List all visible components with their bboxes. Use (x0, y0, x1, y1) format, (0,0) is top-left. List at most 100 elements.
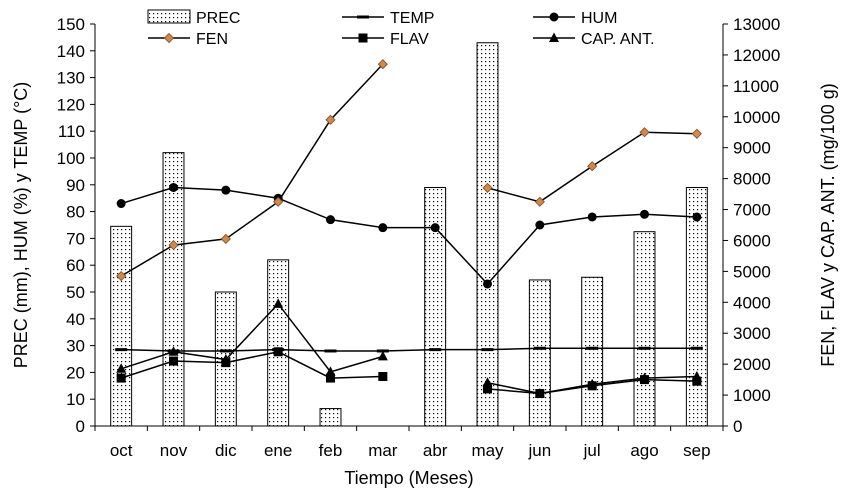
point-fen (325, 114, 336, 125)
point-temp (586, 346, 599, 350)
point-temp (324, 349, 337, 353)
legend-label: FLAV (390, 31, 429, 48)
point-temp (690, 346, 703, 350)
point-cap-ant (168, 346, 179, 356)
left-axis-title: PREC (mm), HUM (%) y TEMP (°C) (11, 82, 31, 369)
x-tick-label: ago (630, 441, 658, 460)
x-tick-label: jul (583, 441, 601, 460)
legend-marker (163, 32, 175, 44)
point-hum (640, 209, 649, 219)
left-tick-label: 120 (57, 95, 85, 114)
left-tick-label: 130 (57, 69, 85, 88)
left-tick-label: 50 (66, 283, 85, 302)
legend-item-flav: FLAV (342, 31, 429, 48)
point-hum (692, 212, 702, 222)
x-tick-label: may (471, 441, 504, 460)
legend-label: FEN (196, 31, 228, 48)
bar-prec (476, 42, 499, 427)
right-tick-label: 7000 (733, 201, 771, 220)
point-cap-ant (639, 372, 650, 383)
point-hum (587, 212, 597, 222)
legend-label: HUM (581, 10, 617, 27)
point-fen (273, 196, 284, 207)
point-cap-ant (377, 350, 388, 361)
right-tick-label: 6000 (733, 231, 771, 250)
point-temp (429, 348, 442, 352)
point-hum (169, 182, 178, 192)
legend-marker (549, 32, 559, 42)
legend-item-prec: PREC (147, 9, 240, 27)
right-tick-label: 4000 (733, 293, 771, 312)
right-tick-label: 2000 (733, 355, 771, 374)
point-hum (483, 279, 492, 289)
bar-prec (528, 279, 551, 427)
x-tick-label: sep (683, 441, 710, 460)
point-temp (638, 346, 651, 350)
point-cap-ant (482, 377, 493, 387)
point-hum (221, 185, 231, 195)
line-fen (120, 63, 384, 277)
x-tick-label: oct (110, 441, 133, 460)
legend-label: CAP. ANT. (581, 31, 655, 48)
left-axis-ticks: 0 10 20 30 40 50 60 70 80 90 100 110 120 130 140 150 (57, 15, 95, 436)
x-tick-label: mar (368, 441, 398, 460)
legend-marker (549, 12, 559, 22)
left-tick-label: 110 (58, 122, 85, 141)
left-tick-label: 60 (66, 256, 85, 275)
left-tick-label: 20 (66, 363, 85, 382)
point-fen (220, 233, 231, 244)
legend: PREC TEMP HUM FEN FLAV CAP. ANT. (147, 9, 655, 48)
point-flav (273, 347, 283, 357)
x-tick-label: ene (264, 441, 292, 460)
point-hum (378, 223, 388, 233)
point-flav (116, 373, 126, 383)
legend-item-cap-ant: CAP. ANT. (533, 31, 655, 48)
bar-prec (581, 276, 604, 427)
point-cap-ant (691, 371, 702, 381)
point-flav (326, 373, 335, 383)
bar-prec (685, 186, 708, 427)
right-tick-label: 12000 (733, 46, 780, 65)
point-flav (378, 372, 388, 382)
line-flav (120, 350, 383, 379)
bar-prec (319, 408, 342, 427)
legend-item-hum: HUM (533, 10, 617, 27)
point-flav (692, 376, 702, 386)
point-fen (691, 128, 702, 139)
point-cap-ant (116, 363, 127, 373)
left-tick-label: 70 (66, 229, 85, 248)
right-tick-label: 3000 (733, 324, 771, 343)
left-tick-label: 140 (57, 42, 85, 61)
x-axis-title: Tiempo (Meses) (344, 468, 473, 488)
left-tick-label: 90 (66, 176, 85, 195)
x-tick-label: dic (215, 441, 237, 460)
line-hum (120, 186, 697, 286)
point-hum (535, 220, 545, 230)
point-temp (219, 349, 232, 353)
left-tick-label: 30 (66, 337, 85, 356)
x-tick-label: feb (319, 441, 343, 460)
right-tick-label: 10000 (733, 108, 780, 127)
legend-marker (357, 15, 369, 19)
bar-prec (110, 225, 133, 427)
x-tick-label: nov (160, 441, 188, 460)
left-tick-label: 10 (66, 390, 85, 409)
bar-prec (267, 259, 290, 427)
legend-label: PREC (196, 10, 240, 27)
point-flav (169, 356, 178, 366)
point-cap-ant (325, 366, 336, 376)
legend-label: TEMP (390, 10, 434, 27)
point-temp (481, 348, 494, 352)
left-tick-label: 150 (57, 15, 85, 34)
right-tick-label: 13000 (733, 15, 780, 34)
right-tick-label: 11000 (733, 77, 779, 96)
left-tick-label: 100 (57, 149, 85, 168)
series-lines (120, 63, 697, 395)
point-fen (377, 59, 388, 70)
point-hum (116, 199, 126, 209)
point-fen (639, 127, 650, 138)
point-temp (533, 346, 546, 350)
right-tick-label: 0 (733, 417, 742, 436)
right-tick-label: 5000 (733, 262, 771, 281)
